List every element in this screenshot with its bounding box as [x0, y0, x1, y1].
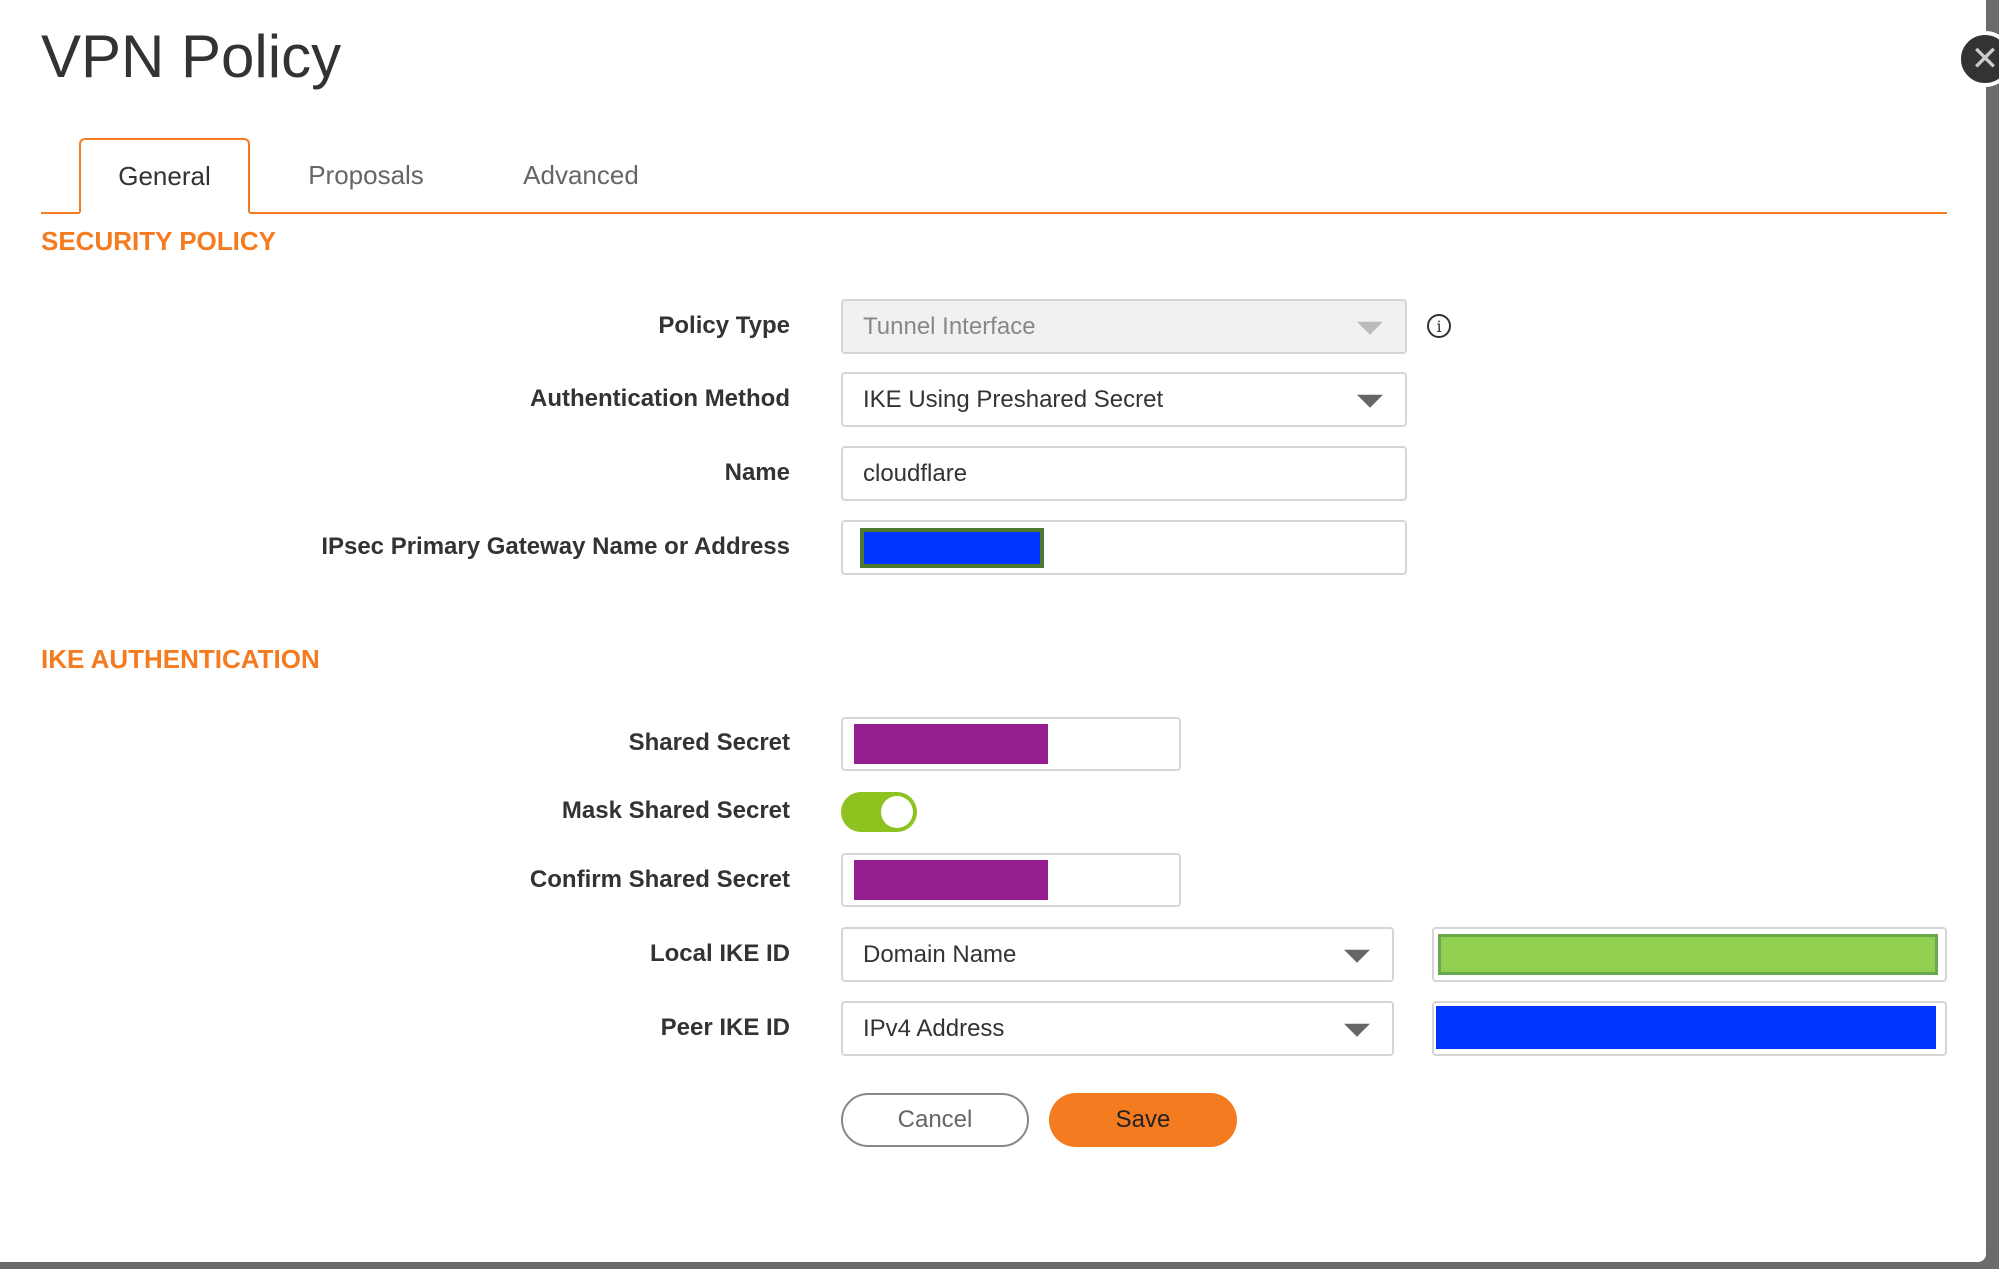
auth-method-label: Authentication Method	[530, 385, 790, 412]
name-value: cloudflare	[863, 459, 968, 487]
policy-type-select: Tunnel Interface	[841, 299, 1407, 354]
local-ike-id-select[interactable]: Domain Name	[841, 927, 1394, 982]
security-policy-heading: SECURITY POLICY	[41, 226, 277, 256]
ike-auth-heading: IKE AUTHENTICATION	[41, 644, 320, 674]
redacted-confirm-secret	[854, 860, 1048, 900]
gateway-input[interactable]	[841, 520, 1407, 575]
shared-secret-input[interactable]	[841, 717, 1181, 771]
redacted-local-ike-id	[1438, 934, 1938, 975]
save-button[interactable]: Save	[1049, 1093, 1237, 1147]
tab-proposals[interactable]: Proposals	[308, 159, 424, 190]
local-ike-id-input[interactable]	[1432, 927, 1947, 982]
mask-shared-secret-label: Mask Shared Secret	[561, 797, 790, 824]
peer-ike-id-input[interactable]	[1432, 1001, 1947, 1056]
chevron-down-icon	[1344, 1023, 1370, 1037]
shared-secret-label: Shared Secret	[628, 729, 790, 756]
policy-type-value: Tunnel Interface	[863, 312, 1036, 340]
dialog-title: VPN Policy	[41, 23, 342, 90]
redacted-gateway	[860, 528, 1044, 568]
toggle-knob	[881, 796, 913, 828]
tab-bar: General Proposals Advanced	[41, 138, 1947, 214]
auth-method-value: IKE Using Preshared Secret	[863, 385, 1164, 413]
confirm-shared-secret-label: Confirm Shared Secret	[529, 866, 790, 893]
peer-ike-id-select[interactable]: IPv4 Address	[841, 1001, 1394, 1056]
redacted-peer-ike-id	[1436, 1006, 1936, 1049]
auth-method-select[interactable]: IKE Using Preshared Secret	[841, 372, 1407, 427]
peer-ike-id-type: IPv4 Address	[863, 1014, 1005, 1042]
close-icon[interactable]: ✕	[1957, 31, 1999, 87]
mask-shared-secret-toggle[interactable]	[841, 792, 917, 832]
peer-ike-id-label: Peer IKE ID	[660, 1014, 790, 1041]
chevron-down-icon	[1357, 394, 1383, 408]
policy-type-label: Policy Type	[658, 312, 790, 339]
name-input[interactable]: cloudflare	[841, 446, 1407, 501]
gateway-label: IPsec Primary Gateway Name or Address	[321, 533, 790, 560]
tab-general[interactable]: General	[79, 138, 250, 214]
info-icon[interactable]: i	[1427, 314, 1451, 338]
local-ike-id-label: Local IKE ID	[649, 940, 790, 967]
tab-advanced[interactable]: Advanced	[523, 159, 639, 190]
chevron-down-icon	[1344, 949, 1370, 963]
name-label: Name	[724, 459, 790, 486]
cancel-button[interactable]: Cancel	[841, 1093, 1029, 1147]
redacted-shared-secret	[854, 724, 1048, 764]
confirm-shared-secret-input[interactable]	[841, 853, 1181, 907]
local-ike-id-type: Domain Name	[863, 940, 1017, 968]
chevron-down-icon	[1357, 321, 1383, 335]
